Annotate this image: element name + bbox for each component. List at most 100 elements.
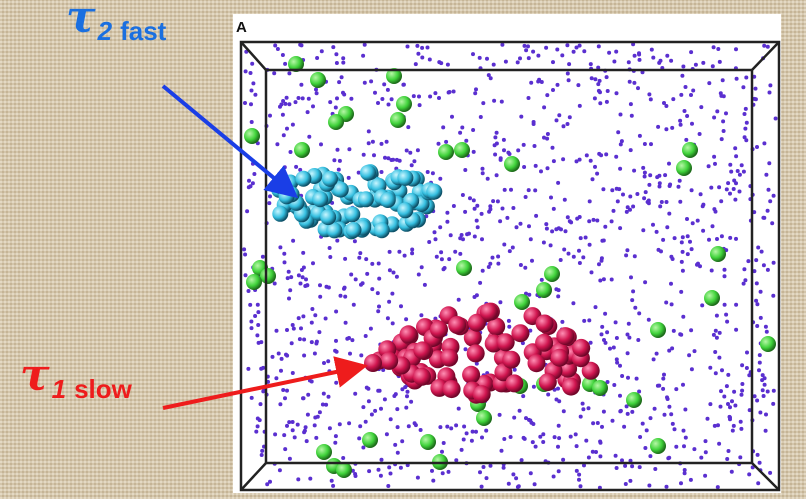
solvent-dot (267, 201, 271, 205)
solvent-dot (555, 48, 559, 52)
solvent-dot (575, 444, 579, 448)
solvent-dot (468, 196, 472, 200)
solvent-dot (656, 125, 660, 129)
solvent-dot (438, 177, 442, 181)
solvent-dot (412, 94, 416, 98)
solvent-dot (764, 413, 768, 417)
solvent-dot (380, 458, 384, 462)
solvent-dot (322, 392, 326, 396)
solvent-dot (492, 63, 496, 67)
solvent-dot (626, 351, 630, 355)
solvent-dot (681, 315, 685, 319)
solvent-dot (614, 454, 618, 458)
solvent-dot (596, 82, 600, 86)
solvent-dot (526, 44, 530, 48)
solvent-dot (407, 424, 411, 428)
solvent-dot (611, 419, 615, 423)
solvent-dot (635, 192, 639, 196)
solvent-dot (343, 295, 347, 299)
solvent-dot (406, 390, 410, 394)
solvent-dot (437, 96, 441, 100)
solvent-dot (385, 140, 389, 144)
slow-label: τ1slow (20, 350, 133, 404)
solvent-dot (426, 170, 430, 174)
solvent-dot (646, 200, 650, 204)
solvent-dot (612, 60, 616, 64)
solvent-dot (399, 466, 403, 470)
solvent-dot (728, 192, 732, 196)
solvent-dot (728, 236, 732, 240)
solvent-dot (758, 361, 762, 365)
solvent-dot (651, 56, 655, 60)
solvent-dot (577, 249, 581, 253)
solvent-dot (287, 71, 291, 75)
solvent-dot (444, 140, 448, 144)
solvent-dot (593, 165, 597, 169)
solvent-dot (591, 177, 595, 181)
solvent-dot (680, 74, 684, 78)
solvent-dot (734, 303, 738, 307)
solvent-dot (531, 50, 535, 54)
solvent-dot (261, 255, 265, 259)
solvent-dot (287, 270, 291, 274)
solvent-dot (708, 366, 712, 370)
green-particle (504, 156, 520, 172)
solvent-dot (285, 424, 289, 428)
solvent-dot (738, 455, 742, 459)
solvent-dot (294, 165, 298, 169)
solvent-dot (470, 439, 474, 443)
solvent-dot (400, 439, 404, 443)
solvent-dot (679, 123, 683, 127)
solvent-dot (301, 396, 305, 400)
solvent-dot (758, 353, 762, 357)
solvent-dot (373, 409, 377, 413)
solvent-dot (505, 216, 509, 220)
solvent-dot (529, 81, 533, 85)
solvent-dot (698, 264, 702, 268)
solvent-dot (507, 482, 511, 486)
solvent-dot (603, 225, 607, 229)
solvent-dot (514, 476, 518, 480)
slow-particle (480, 303, 498, 321)
solvent-dot (587, 219, 591, 223)
solvent-dot (589, 62, 593, 66)
solvent-dot (649, 142, 653, 146)
solvent-dot (380, 142, 384, 146)
tau-symbol: τ (66, 0, 96, 43)
solvent-dot (285, 328, 289, 332)
solvent-dot (289, 275, 293, 279)
green-particle (710, 246, 726, 262)
solvent-dot (638, 58, 642, 62)
solvent-dot (473, 235, 477, 239)
solvent-dot (721, 78, 725, 82)
green-particle (390, 112, 406, 128)
solvent-dot (387, 465, 391, 469)
slow-particle (443, 380, 461, 398)
solvent-dot (618, 364, 622, 368)
solvent-dot (533, 482, 537, 486)
solvent-dot (328, 100, 332, 104)
solvent-dot (546, 393, 550, 397)
solvent-dot (667, 212, 671, 216)
solvent-dot (657, 248, 661, 252)
solvent-dot (637, 53, 641, 57)
solvent-dot (648, 173, 652, 177)
solvent-dot (268, 480, 272, 484)
solvent-dot (722, 129, 726, 133)
solvent-dot (730, 470, 734, 474)
solvent-dot (491, 256, 495, 260)
solvent-dot (762, 44, 766, 48)
green-particle (336, 462, 352, 478)
solvent-dot (594, 450, 598, 454)
solvent-dot (641, 228, 645, 232)
solvent-dot (740, 163, 744, 167)
solvent-dot (652, 357, 656, 361)
solvent-dot (335, 96, 339, 100)
solvent-dot (534, 164, 538, 168)
solvent-dot (720, 234, 724, 238)
green-particle (626, 392, 642, 408)
solvent-dot (334, 381, 338, 385)
solvent-dot (508, 249, 512, 253)
solvent-dot (717, 356, 721, 360)
solvent-dot (630, 114, 634, 118)
